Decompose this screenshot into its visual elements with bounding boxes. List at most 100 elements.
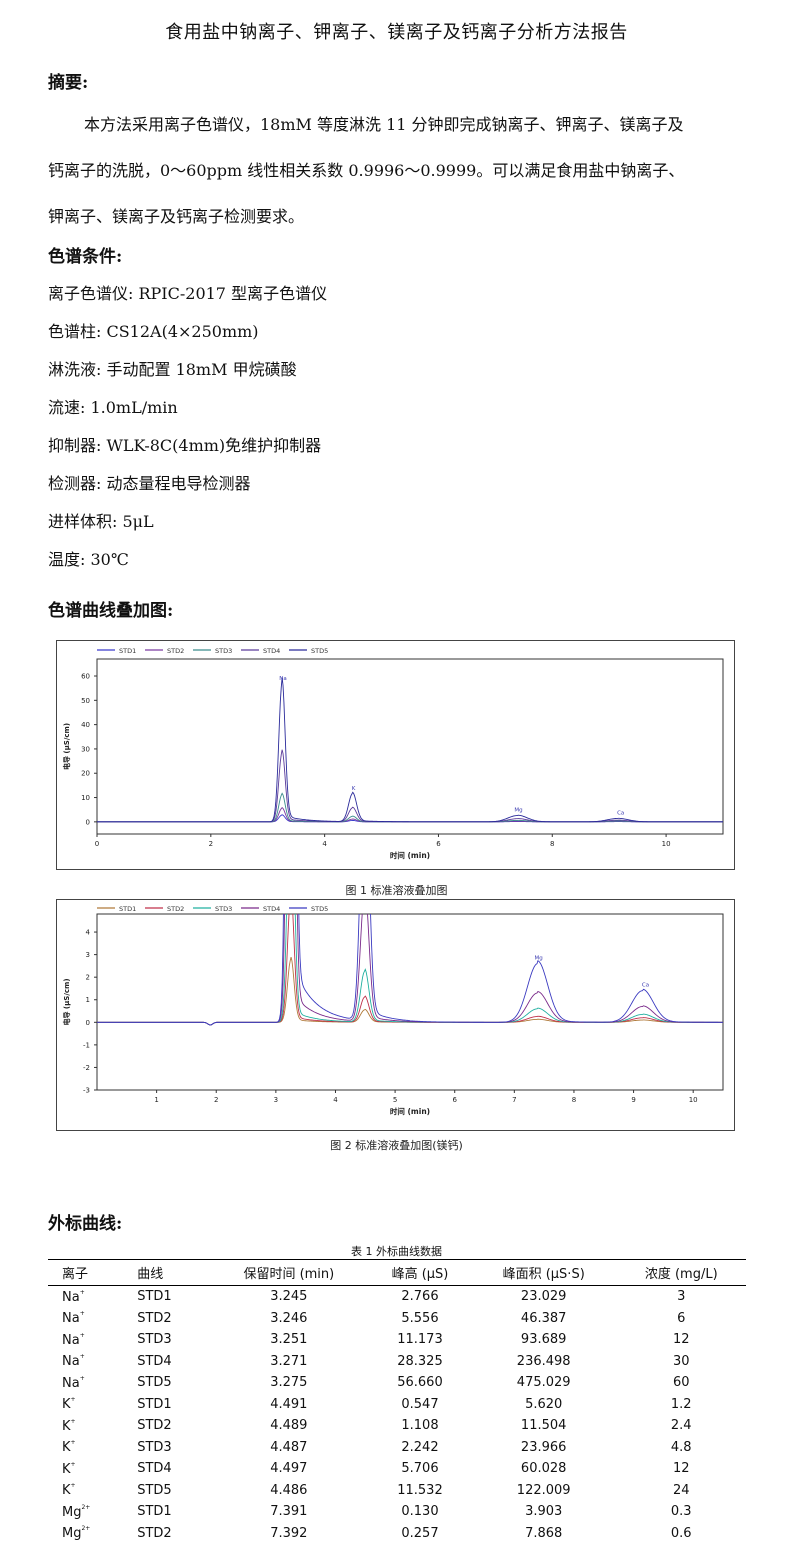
cell-concentration: 12 — [672, 1461, 690, 1477]
cell-peak-area: 23.966 — [520, 1439, 567, 1455]
legend-label: STD1 — [119, 905, 136, 913]
x-tick-label: 10 — [662, 840, 671, 848]
series-line-std3 — [97, 914, 723, 1026]
col-curve: 曲线 — [121, 1259, 209, 1286]
external-standard-table: 离子 曲线 保留时间 (min) 峰高 (μS) 峰面积 (μS·S) 浓度 (… — [48, 1259, 746, 1544]
series-line-std4 — [97, 914, 723, 1026]
condition-flow-rate: 流速: 1.0mL/min — [48, 398, 178, 417]
cell-concentration: 30 — [672, 1353, 690, 1369]
cell-curve: STD4 — [137, 1353, 172, 1369]
legend-label: STD4 — [263, 905, 280, 913]
x-tick-label: 4 — [333, 1096, 338, 1104]
cell-peak-height: 5.706 — [401, 1461, 439, 1477]
series-line-std3 — [97, 792, 723, 823]
condition-instrument: 离子色谱仪: RPIC-2017 型离子色谱仪 — [48, 284, 328, 303]
x-tick-label: 9 — [631, 1096, 635, 1104]
plot-area — [96, 658, 724, 835]
cell-retention-time: 3.245 — [270, 1289, 308, 1305]
y-axis-label: 电导 (μS/cm) — [62, 723, 71, 770]
series-line-std2 — [97, 914, 723, 1026]
x-tick-label: 4 — [322, 840, 327, 848]
chromatogram-overlay-chart: STD1 STD2 STD3 STD4 STD5 60 50 40 30 20 10 0 0 2 4 6 8 10… — [62, 647, 724, 860]
y-tick-label: -1 — [83, 1041, 90, 1049]
cell-ion: K+ — [62, 1460, 76, 1477]
y-axis-label: 电导 (μS/cm) — [62, 978, 71, 1025]
table-row: K+ STD3 4.487 2.242 23.966 4.8 — [48, 1437, 746, 1459]
col-ion: 离子 — [48, 1259, 122, 1286]
cell-concentration: 0.3 — [670, 1504, 692, 1520]
cell-concentration: 60 — [672, 1375, 690, 1391]
figure-1-caption: 图 1 标准溶液叠加图 — [345, 884, 448, 897]
y-tick-label: 1 — [86, 996, 90, 1004]
cell-peak-height: 56.660 — [397, 1375, 443, 1391]
condition-temperature: 温度: 30℃ — [48, 550, 129, 569]
legend-label: STD3 — [215, 905, 232, 913]
legend-label: STD5 — [311, 905, 328, 913]
y-tick-label: 60 — [81, 673, 90, 681]
cell-peak-height: 2.242 — [401, 1439, 439, 1455]
x-axis-label: 时间 (min) — [390, 850, 430, 860]
cell-peak-height: 28.325 — [397, 1353, 443, 1369]
cell-peak-area: 236.498 — [516, 1353, 571, 1369]
table-row: K+ STD4 4.497 5.706 60.028 12 — [48, 1458, 746, 1480]
table-row: Na+ STD3 3.251 11.173 93.689 12 — [48, 1329, 746, 1351]
peak-label-mg: Mg — [534, 956, 542, 962]
table-row: Na+ STD4 3.271 28.325 236.498 30 — [48, 1351, 746, 1373]
x-tick-label: 10 — [689, 1096, 698, 1104]
table-row: K+ STD5 4.486 11.532 122.009 24 — [48, 1480, 746, 1502]
cell-curve: STD4 — [137, 1461, 172, 1477]
cell-concentration: 2.4 — [670, 1418, 692, 1434]
series-line-std5 — [97, 914, 723, 1026]
cell-peak-area: 23.029 — [520, 1289, 567, 1305]
x-axis-label: 时间 (min) — [390, 1106, 430, 1116]
legend-label: STD1 — [119, 647, 136, 655]
series-group — [97, 914, 723, 1026]
cell-peak-height: 5.556 — [401, 1310, 439, 1326]
cell-curve: STD1 — [137, 1396, 172, 1412]
abstract-line-3: 钾离子、镁离子及钙离子检测要求。 — [48, 207, 305, 226]
table-body: Na+ STD1 3.245 2.766 23.029 3 Na+ STD2 3.246 5.55… — [48, 1286, 746, 1545]
cell-peak-area: 7.868 — [525, 1525, 563, 1541]
x-tick-label: 5 — [393, 1096, 397, 1104]
col-concentration: 浓度 (mg/L) — [616, 1259, 746, 1286]
table-header-row: 离子 曲线 保留时间 (min) 峰高 (μS) 峰面积 (μS·S) 浓度 (… — [48, 1259, 746, 1286]
condition-eluent: 淋洗液: 手动配置 18mM 甲烷磺酸 — [48, 360, 297, 379]
figure-1: STD1 STD2 STD3 STD4 STD5 60 50 40 30 20 10 0 0 2 4 6 8 10… — [56, 640, 735, 870]
cell-peak-height: 0.547 — [401, 1396, 439, 1412]
cell-retention-time: 4.486 — [270, 1482, 308, 1498]
table-row: Na+ STD5 3.275 56.660 475.029 60 — [48, 1372, 746, 1394]
table-row: Mg2+ STD2 7.392 0.257 7.868 0.6 — [48, 1523, 746, 1545]
y-tick-label: 30 — [81, 745, 90, 753]
x-tick-label: 6 — [436, 840, 441, 848]
cell-peak-area: 122.009 — [516, 1482, 571, 1498]
y-tick-label: 40 — [81, 721, 90, 729]
legend-label: STD5 — [311, 647, 328, 655]
cell-ion: Na+ — [62, 1331, 85, 1348]
condition-detector: 检测器: 动态量程电导检测器 — [48, 474, 251, 493]
y-tick-label: -2 — [83, 1064, 90, 1072]
cell-ion: K+ — [62, 1417, 76, 1434]
cell-concentration: 1.2 — [670, 1396, 692, 1412]
cell-retention-time: 3.251 — [270, 1332, 308, 1348]
legend-label: STD4 — [263, 647, 280, 655]
cell-peak-area: 60.028 — [520, 1461, 567, 1477]
y-tick-label: 0 — [86, 818, 90, 826]
cell-curve: STD2 — [137, 1418, 172, 1434]
table-row: Mg2+ STD1 7.391 0.130 3.903 0.3 — [48, 1501, 746, 1523]
cell-ion: Na+ — [62, 1374, 85, 1391]
x-tick-label: 7 — [512, 1096, 516, 1104]
cell-retention-time: 3.271 — [270, 1353, 308, 1369]
y-tick-label: 4 — [86, 929, 91, 937]
cell-retention-time: 3.275 — [270, 1375, 308, 1391]
x-tick-label: 3 — [274, 1096, 278, 1104]
x-tick-label: 8 — [550, 840, 554, 848]
figure-2-caption: 图 2 标准溶液叠加图(镁钙) — [330, 1139, 463, 1152]
cell-concentration: 4.8 — [670, 1439, 692, 1455]
cell-peak-height: 0.130 — [401, 1504, 439, 1520]
cell-ion: K+ — [62, 1439, 76, 1456]
cell-retention-time: 4.491 — [270, 1396, 308, 1412]
table-row: K+ STD2 4.489 1.108 11.504 2.4 — [48, 1415, 746, 1437]
abstract-heading: 摘要: — [48, 73, 89, 93]
cell-curve: STD2 — [137, 1310, 172, 1326]
